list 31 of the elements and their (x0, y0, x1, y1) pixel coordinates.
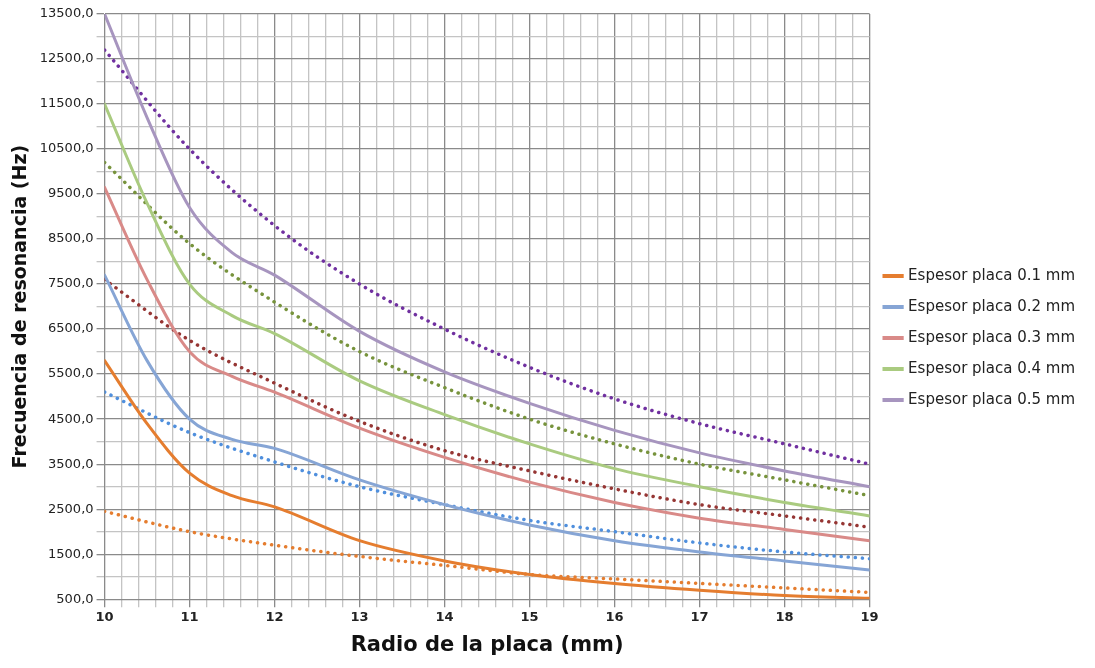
y-tick-label: 10500,0 (39, 140, 94, 156)
y-tick-label: 11500,0 (39, 95, 94, 111)
y-tick-label: 13500,0 (39, 5, 94, 21)
y-tick-label: 7500,0 (48, 275, 94, 291)
y-tick-label: 2500,0 (48, 500, 94, 516)
x-tick-label: 18 (775, 609, 794, 625)
x-tick-label: 14 (435, 609, 454, 625)
x-tick-label: 17 (690, 609, 709, 625)
x-tick-label: 12 (265, 609, 284, 625)
y-tick-label: 3500,0 (48, 455, 94, 471)
x-tick-label: 10 (95, 609, 114, 625)
x-tick-label: 15 (520, 609, 539, 625)
legend-label: Espesor placa 0.4 mm (908, 358, 1075, 377)
y-tick-label: 4500,0 (48, 410, 94, 426)
x-tick-label: 19 (860, 609, 879, 625)
y-tick-label: 8500,0 (48, 230, 94, 246)
y-tick-label: 12500,0 (39, 50, 94, 66)
legend-label: Espesor placa 0.5 mm (908, 389, 1075, 408)
y-tick-label: 1500,0 (48, 545, 94, 561)
y-tick-label: 6500,0 (48, 320, 94, 336)
x-tick-label: 11 (180, 609, 199, 625)
legend-label: Espesor placa 0.2 mm (908, 296, 1075, 315)
y-tick-label: 500,0 (56, 590, 94, 606)
y-tick-label: 5500,0 (48, 365, 94, 381)
x-tick-label: 13 (350, 609, 369, 625)
x-tick-label: 16 (605, 609, 624, 625)
y-tick-label: 9500,0 (48, 185, 94, 201)
legend-label: Espesor placa 0.3 mm (908, 327, 1075, 346)
x-axis-title: Radio de la placa (mm) (350, 631, 624, 656)
legend-label: Espesor placa 0.1 mm (908, 265, 1075, 284)
y-axis-title: Frecuencia de resonancia (Hz) (8, 144, 31, 469)
